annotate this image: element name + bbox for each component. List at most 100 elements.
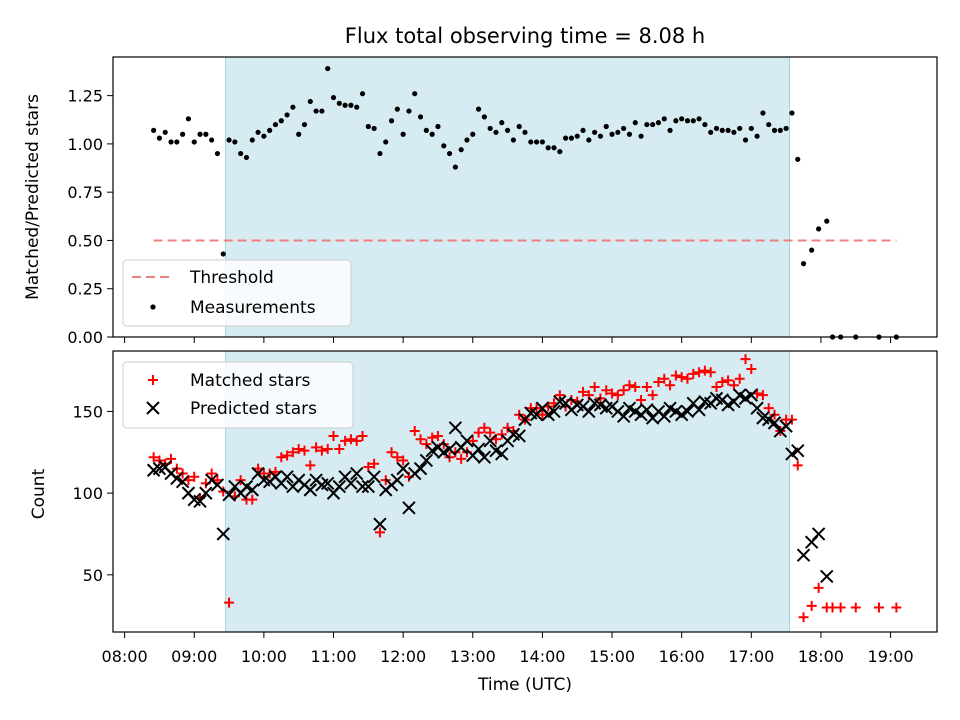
measurement-point [783,125,789,132]
matched-star-marker [746,363,757,374]
measurement-point [638,133,644,139]
predicted-star-marker [657,409,671,424]
measurement-point [446,150,453,157]
legend-predicted-label: Predicted stars [190,399,317,419]
measurement-point [551,145,557,151]
measurement-point [423,127,429,133]
measurement-point [162,129,168,135]
matched-star-marker [409,426,420,437]
measurement-point [156,135,163,141]
matched-star-marker [734,373,745,384]
measurement-point [464,137,470,143]
predicted-star-marker [680,404,695,419]
predicted-star-marker [367,470,381,484]
measurement-point [650,121,656,128]
legend-matched-label: Matched stars [190,371,310,391]
matched-star-marker [427,432,438,443]
measurement-point [737,125,743,132]
measurement-point [766,121,772,128]
predicted-star-marker [332,479,347,494]
x-tick-label: 11:00 [310,647,356,666]
measurement-point [406,108,412,114]
predicted-star-marker [390,473,405,487]
measurement-point [534,139,540,145]
x-tick-label: 15:00 [589,647,635,666]
bottom-panel: 50 100 150 08:00 09:00 10:00 11:00 12:00 13:00 14… [72,350,938,666]
measurement-point [702,121,708,128]
measurement-point [824,218,830,224]
top-plot-frame [112,56,938,338]
measurement-point [771,127,778,133]
measurement-point [296,131,302,137]
measurement-point [679,116,685,122]
legend-matched-swatch [148,375,158,385]
measurement-point [319,108,325,114]
matched-star-marker [456,453,467,464]
measurement-point [609,131,615,137]
matched-star-marker [363,461,374,472]
predicted-star-marker [350,466,364,481]
measurement-point [800,261,807,267]
predicted-star-marker [245,483,259,497]
measurement-point [359,91,366,97]
measurement-point [487,125,493,132]
matched-star-marker [757,390,768,401]
measurement-point [348,102,354,108]
x-tick-label: 14:00 [519,647,565,666]
measurement-point [290,104,296,110]
predicted-star-marker [791,443,805,458]
matched-star-marker [235,475,246,486]
matched-star-marker [247,494,258,505]
matched-star-marker [398,455,409,466]
matched-star-marker [647,390,658,401]
measurement-point [261,133,267,139]
matched-star-marker [653,377,664,388]
top-y-axis-label: Matched/Predicted stars [23,94,43,300]
matched-star-marker [305,460,316,471]
matched-star-marker [705,367,716,378]
x-tick-label: 13:00 [450,647,496,666]
measurement-point [539,139,546,145]
measurement-point [284,112,290,118]
measurement-point [313,108,319,114]
predicted-star-marker [616,409,631,424]
matched-star-marker [601,385,612,396]
predicted-star-marker [744,388,759,402]
matched-star-marker [728,380,739,391]
measurement-point [470,131,476,137]
predicted-star-marker [477,450,492,464]
y-tick-label: 0.25 [67,280,103,299]
matched-star-marker [850,602,861,613]
bottom-legend: Matched stars Predicted stars [122,361,354,429]
matched-star-marker [485,427,496,438]
measurement-point [777,127,783,133]
predicted-star-marker [419,453,434,468]
measurement-point [220,251,226,257]
predicted-star-marker [199,486,213,500]
measurement-point [238,150,244,157]
predicted-star-marker [495,447,509,461]
measurement-point [725,127,731,133]
measurement-point [174,139,180,145]
matched-star-marker [792,460,803,471]
measurement-point [412,91,418,97]
top-legend-box [122,259,352,327]
matched-star-marker [415,434,426,445]
measurement-point [180,131,186,137]
measurement-point [493,129,499,135]
matched-star-marker [670,370,681,381]
measurement-point [632,120,638,126]
measurement-point [330,94,337,101]
legend-measurements-swatch [150,304,156,310]
predicted-star-marker [280,470,294,484]
measurement-point [191,139,197,145]
measurement-point [435,123,441,130]
matched-star-marker [589,381,600,392]
predicted-star-marker [402,501,416,515]
x-tick-label: 18:00 [798,647,844,666]
matched-star-marker [798,612,809,623]
measurement-point [580,127,586,133]
predicted-star-marker [582,404,596,419]
matched-star-marker [421,439,432,450]
